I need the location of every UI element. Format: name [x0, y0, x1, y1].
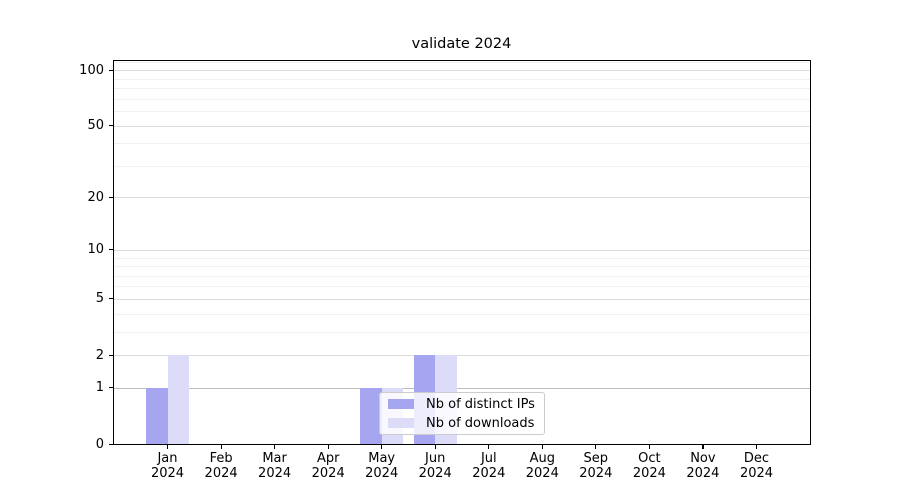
- y-tick-mark: [109, 443, 113, 445]
- y-tick-mark: [109, 69, 113, 71]
- y-tick-mark: [109, 196, 113, 198]
- x-tick-mark: [167, 445, 169, 449]
- y-tick-mark: [109, 125, 113, 127]
- minor-gridline: [114, 275, 810, 277]
- x-tick-label: May 2024: [365, 451, 399, 481]
- major-gridline: [114, 298, 810, 300]
- x-tick-label: Apr 2024: [311, 451, 345, 481]
- plot-area: [113, 60, 811, 445]
- x-tick-mark: [274, 445, 276, 449]
- bar-distinct-ips: [360, 387, 382, 444]
- major-gridline: [114, 249, 810, 251]
- major-gridline: [114, 387, 810, 389]
- y-tick-mark: [109, 249, 113, 251]
- minor-gridline: [114, 78, 810, 80]
- minor-gridline: [114, 313, 810, 315]
- x-tick-label: Aug 2024: [525, 451, 559, 481]
- x-tick-mark: [381, 445, 383, 449]
- x-tick-mark: [488, 445, 490, 449]
- x-tick-mark: [434, 445, 436, 449]
- minor-gridline: [114, 143, 810, 145]
- y-tick-mark: [109, 298, 113, 300]
- y-tick-label: 1: [95, 380, 104, 396]
- legend-swatch-distinct-ips: [388, 399, 414, 409]
- x-tick-mark: [327, 445, 329, 449]
- x-tick-mark: [595, 445, 597, 449]
- minor-gridline: [114, 165, 810, 167]
- x-tick-mark: [702, 445, 704, 449]
- major-gridline: [114, 125, 810, 127]
- x-tick-label: Jul 2024: [472, 451, 506, 481]
- y-tick-label: 2: [95, 347, 104, 363]
- legend: Nb of distinct IPs Nb of downloads: [379, 392, 545, 435]
- y-tick-label: 0: [95, 436, 104, 452]
- major-gridline: [114, 355, 810, 356]
- minor-gridline: [114, 62, 810, 64]
- x-tick-label: Dec 2024: [739, 451, 774, 481]
- major-gridline: [114, 197, 810, 199]
- major-gridline: [114, 70, 810, 72]
- y-tick-label: 5: [95, 291, 104, 307]
- minor-gridline: [114, 286, 810, 288]
- legend-label-downloads: Nb of downloads: [426, 415, 535, 431]
- x-tick-label: Nov 2024: [686, 451, 720, 481]
- x-tick-label: Jan 2024: [150, 451, 185, 481]
- legend-item-distinct-ips: Nb of distinct IPs: [380, 396, 544, 412]
- y-tick-label: 100: [79, 62, 104, 78]
- x-tick-label: Oct 2024: [632, 451, 666, 481]
- legend-swatch-downloads: [388, 418, 414, 428]
- legend-label-distinct-ips: Nb of distinct IPs: [426, 396, 535, 412]
- minor-gridline: [114, 266, 810, 267]
- minor-gridline: [114, 88, 810, 89]
- minor-gridline: [114, 257, 810, 259]
- x-tick-mark: [541, 445, 543, 449]
- legend-item-downloads: Nb of downloads: [380, 415, 544, 431]
- x-tick-mark: [220, 445, 222, 449]
- x-tick-mark: [756, 445, 758, 449]
- minor-gridline: [114, 331, 810, 333]
- y-tick-mark: [109, 387, 113, 389]
- y-tick-label: 50: [87, 118, 104, 133]
- minor-gridline: [114, 110, 810, 112]
- chart-title: validate 2024: [411, 36, 512, 52]
- x-tick-mark: [648, 445, 651, 449]
- minor-gridline: [114, 98, 810, 100]
- y-tick-label: 20: [87, 189, 104, 205]
- y-tick-label: 10: [87, 242, 104, 258]
- bar-distinct-ips: [146, 387, 168, 444]
- x-tick-label: Sep 2024: [579, 451, 613, 481]
- x-tick-label: Feb 2024: [204, 451, 238, 481]
- y-tick-mark: [109, 354, 113, 356]
- x-tick-label: Mar 2024: [258, 451, 292, 481]
- x-tick-label: Jun 2024: [418, 451, 452, 481]
- bar-downloads: [167, 355, 189, 444]
